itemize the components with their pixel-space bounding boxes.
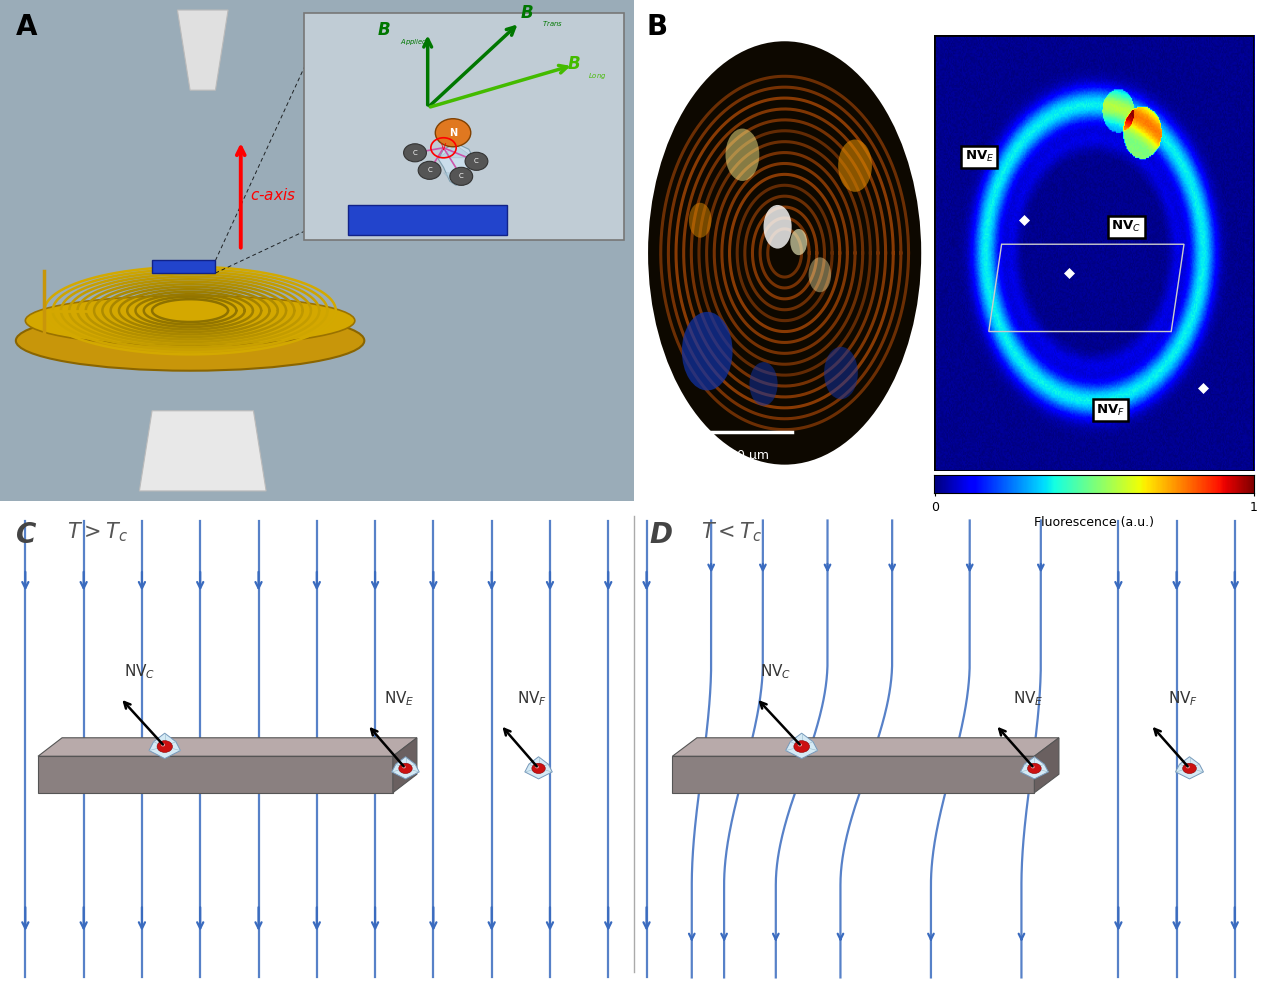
Text: $\boldsymbol{B}$: $\boldsymbol{B}$: [378, 21, 390, 39]
Circle shape: [532, 763, 545, 774]
Polygon shape: [1034, 738, 1059, 793]
Text: NV$_E$: NV$_E$: [384, 688, 415, 707]
Circle shape: [648, 42, 922, 464]
Text: $T > T_c$: $T > T_c$: [67, 521, 128, 544]
Polygon shape: [392, 757, 419, 779]
Polygon shape: [38, 738, 417, 756]
Text: NV$_F$: NV$_F$: [1096, 403, 1125, 418]
Polygon shape: [348, 205, 507, 235]
Polygon shape: [1175, 757, 1203, 779]
Polygon shape: [1020, 757, 1048, 779]
Circle shape: [682, 311, 732, 391]
Text: $\boldsymbol{B}$: $\boldsymbol{B}$: [567, 56, 581, 73]
Polygon shape: [672, 756, 1034, 793]
Circle shape: [435, 119, 471, 147]
Text: NV$_F$: NV$_F$: [1167, 688, 1198, 707]
Circle shape: [419, 162, 442, 180]
Ellipse shape: [26, 296, 355, 345]
X-axis label: Fluorescence (a.u.): Fluorescence (a.u.): [1034, 517, 1155, 530]
Polygon shape: [393, 738, 417, 793]
Text: NV$_E$: NV$_E$: [1012, 688, 1043, 707]
Text: NV$_C$: NV$_C$: [760, 663, 791, 681]
Circle shape: [403, 144, 426, 162]
Text: C: C: [460, 174, 463, 180]
Polygon shape: [178, 10, 228, 90]
Circle shape: [824, 347, 858, 399]
Text: $c$-axis: $c$-axis: [251, 187, 297, 203]
Text: NV$_F$: NV$_F$: [517, 688, 548, 707]
Polygon shape: [786, 733, 818, 759]
Circle shape: [1187, 766, 1190, 769]
Circle shape: [1183, 763, 1197, 774]
Polygon shape: [140, 411, 266, 491]
Circle shape: [157, 741, 173, 752]
Circle shape: [1030, 766, 1034, 769]
Circle shape: [794, 741, 809, 752]
Circle shape: [535, 766, 539, 769]
Text: V: V: [440, 143, 447, 153]
Text: NV$_C$: NV$_C$: [1111, 219, 1142, 234]
Text: C: C: [474, 159, 479, 165]
Text: $_{Trans}$: $_{Trans}$: [543, 19, 563, 29]
Polygon shape: [439, 143, 474, 186]
Polygon shape: [38, 756, 393, 793]
Polygon shape: [525, 757, 552, 779]
Circle shape: [402, 766, 406, 769]
Text: $_{Applied}$: $_{Applied}$: [401, 38, 429, 49]
Text: N: N: [449, 128, 457, 138]
Text: $\boldsymbol{B}$: $\boldsymbol{B}$: [520, 4, 534, 22]
Circle shape: [809, 257, 831, 293]
Text: NV$_C$: NV$_C$: [124, 663, 155, 681]
Circle shape: [763, 205, 792, 249]
Text: NV$_E$: NV$_E$: [965, 150, 993, 165]
Text: C: C: [428, 168, 431, 174]
Text: A: A: [15, 13, 37, 41]
Text: C: C: [412, 150, 417, 156]
Circle shape: [838, 140, 872, 191]
Circle shape: [399, 763, 412, 774]
Circle shape: [689, 202, 712, 238]
Ellipse shape: [15, 310, 365, 371]
Circle shape: [161, 743, 165, 747]
Text: $T < T_c$: $T < T_c$: [701, 521, 763, 544]
Circle shape: [1028, 763, 1041, 774]
Circle shape: [750, 362, 778, 406]
Polygon shape: [148, 733, 180, 759]
Text: $_{Long}$: $_{Long}$: [588, 72, 607, 82]
Text: B: B: [646, 13, 668, 41]
Circle shape: [797, 743, 803, 747]
Text: 50 μm: 50 μm: [730, 449, 769, 462]
Circle shape: [449, 168, 472, 186]
Polygon shape: [672, 738, 1059, 756]
Text: C: C: [15, 521, 36, 549]
Polygon shape: [0, 0, 634, 501]
Polygon shape: [444, 173, 468, 186]
Circle shape: [726, 129, 759, 181]
Circle shape: [790, 229, 808, 255]
Polygon shape: [152, 261, 215, 273]
Circle shape: [465, 153, 488, 171]
Text: D: D: [650, 521, 673, 549]
Polygon shape: [305, 13, 625, 240]
Polygon shape: [439, 145, 474, 158]
